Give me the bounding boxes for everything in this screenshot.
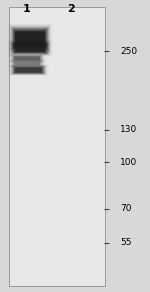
FancyBboxPatch shape <box>14 43 46 53</box>
FancyBboxPatch shape <box>12 42 48 54</box>
FancyBboxPatch shape <box>12 55 42 62</box>
Text: 2: 2 <box>67 4 74 13</box>
FancyBboxPatch shape <box>12 61 41 66</box>
FancyBboxPatch shape <box>14 62 40 65</box>
FancyBboxPatch shape <box>13 66 44 74</box>
FancyBboxPatch shape <box>15 67 42 73</box>
FancyBboxPatch shape <box>13 66 44 74</box>
FancyBboxPatch shape <box>13 29 47 48</box>
Text: 250: 250 <box>120 47 137 55</box>
FancyBboxPatch shape <box>11 65 46 75</box>
Text: 1: 1 <box>23 4 31 13</box>
FancyBboxPatch shape <box>12 28 48 49</box>
Text: 130: 130 <box>120 126 137 134</box>
FancyBboxPatch shape <box>11 60 43 67</box>
Bar <box>9 7 105 286</box>
FancyBboxPatch shape <box>11 61 43 67</box>
FancyBboxPatch shape <box>12 66 45 74</box>
FancyBboxPatch shape <box>12 27 48 50</box>
FancyBboxPatch shape <box>15 31 45 46</box>
Text: 55: 55 <box>120 239 132 247</box>
FancyBboxPatch shape <box>13 43 47 54</box>
FancyBboxPatch shape <box>13 61 41 66</box>
FancyBboxPatch shape <box>12 55 41 61</box>
FancyBboxPatch shape <box>12 42 48 54</box>
FancyBboxPatch shape <box>10 41 50 55</box>
FancyBboxPatch shape <box>10 26 50 51</box>
FancyBboxPatch shape <box>13 55 41 61</box>
FancyBboxPatch shape <box>11 65 46 75</box>
Text: 70: 70 <box>120 204 132 213</box>
FancyBboxPatch shape <box>14 67 43 74</box>
FancyBboxPatch shape <box>11 55 43 62</box>
FancyBboxPatch shape <box>11 41 49 55</box>
Text: 100: 100 <box>120 158 137 166</box>
FancyBboxPatch shape <box>14 56 40 60</box>
FancyBboxPatch shape <box>11 27 49 51</box>
FancyBboxPatch shape <box>11 55 43 62</box>
FancyBboxPatch shape <box>14 30 46 47</box>
FancyBboxPatch shape <box>15 44 45 52</box>
FancyBboxPatch shape <box>12 61 42 67</box>
